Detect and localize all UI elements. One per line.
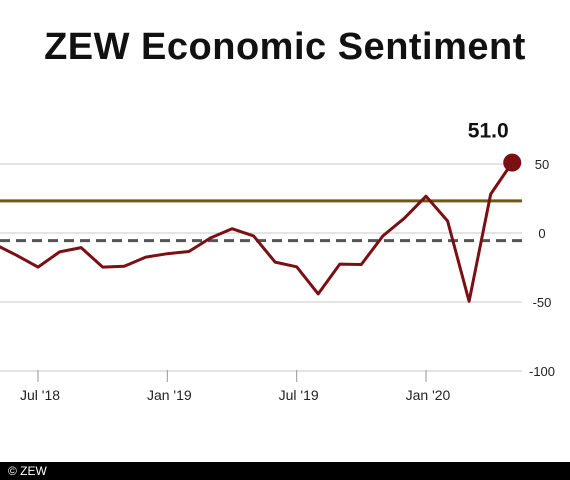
series-layer [0, 153, 522, 303]
last-value-label: 51.0 [468, 120, 509, 143]
x-tick-label: Jul '19 [279, 387, 319, 403]
chart-title: ZEW Economic Sentiment [44, 26, 526, 68]
series-line [0, 161, 514, 303]
y-tick-label: 0 [538, 226, 545, 241]
y-axis: 50 0 -50 -100 [529, 157, 555, 379]
y-tick-label: 50 [535, 157, 549, 172]
x-tick-label: Jan '19 [147, 387, 192, 403]
y-tick-label: -100 [529, 364, 555, 379]
y-tick-label: -50 [533, 295, 552, 310]
grid-layer [0, 163, 522, 372]
x-axis: Jul '18 Jan '19 Jul '19 Jan '20 [20, 370, 451, 403]
x-tick-label: Jul '18 [20, 387, 60, 403]
reference-lines [0, 199, 522, 243]
x-tick-label: Jan '20 [406, 387, 451, 403]
copyright-footer: © ZEW [0, 462, 570, 480]
last-point-marker [503, 153, 522, 172]
line-chart: Jul '18 Jan '19 Jul '19 Jan '20 500-50-100 … [0, 120, 555, 403]
